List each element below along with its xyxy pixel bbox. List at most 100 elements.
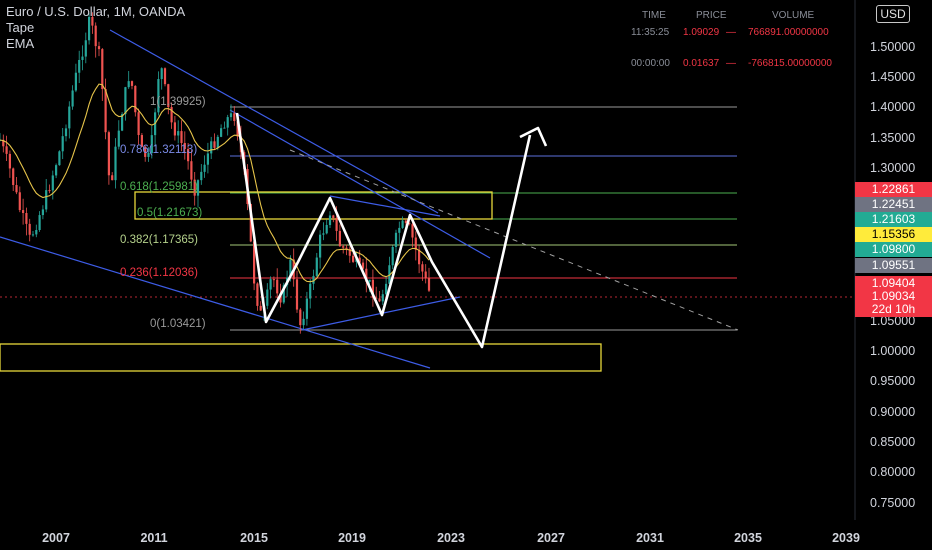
fib-label: 0.618(1.25981) [120,181,199,193]
candle-body [220,128,223,137]
symbol-title[interactable]: Euro / U.S. Dollar, 1M, OANDA [6,4,186,19]
candle-body [210,141,213,154]
price-axis-label: 1.30000 [870,161,916,175]
candle-body [104,89,107,133]
candle-body [2,139,5,147]
tape-row-arrow: — [726,27,736,38]
price-axis-label: 1.00000 [870,344,916,358]
candle-body [94,25,97,47]
price-axis-label: 1.45000 [870,70,916,84]
currency-button[interactable]: USD [876,5,910,23]
time-axis-label: 2039 [832,531,860,545]
time-axis-label: 2035 [734,531,762,545]
candle-body [48,190,51,192]
candle-body [253,241,256,284]
time-axis-label: 2007 [42,531,70,545]
candle-body [163,68,167,85]
projection-arrowhead [519,126,548,147]
candle-body [345,247,348,249]
price-axis-label: 1.35000 [870,131,916,145]
candle-body [319,234,322,258]
candle-body [5,146,8,154]
candle-body [124,87,127,115]
candle-body [309,283,312,299]
candle-body [236,121,239,137]
candle-body [358,257,361,263]
candle-body [378,298,381,302]
candle-body [167,84,170,108]
candle-body [35,229,38,235]
price-tag: 1.15356 [855,227,932,242]
tape-col-volume: VOLUME [772,10,815,21]
candle-body [233,113,236,122]
candle-body [206,153,209,165]
candle-body [276,279,279,294]
candle-body [150,135,153,154]
candle-body [226,117,229,128]
candle-body [338,230,341,247]
candle-body [414,237,417,250]
candle-body [107,132,110,176]
candle-body [299,309,302,326]
candle-body [385,283,388,295]
candle-body [127,81,130,88]
trend-line-channel [229,109,491,259]
candle-body [58,151,61,166]
price-tag: 1.22451 [855,197,932,212]
price-axis-label: 0.75000 [870,496,916,510]
candle-body [84,40,87,57]
candle-body [121,114,124,131]
candle-body [45,190,48,210]
candle-body [368,279,371,282]
candle-body [61,136,64,152]
indicator-ema-label[interactable]: EMA [6,36,35,51]
candle-body [256,283,259,306]
price-tag: 1.22861 [855,182,932,197]
price-axis-label: 1.50000 [870,40,916,54]
candle-body [101,49,104,90]
candle-body [404,220,407,223]
chart-legend: Euro / U.S. Dollar, 1M, OANDA Tape EMA [6,4,185,52]
candle-body [335,217,338,231]
candle-body [137,112,140,136]
candle-body [365,268,368,282]
tape-row-time: 00:00:00 [631,58,670,69]
candle-body [401,220,404,228]
candle-body [111,175,114,181]
last-price-tag: 1.09034 [855,289,932,304]
indicator-tape-label[interactable]: Tape [6,20,35,35]
tape-row-volume: -766815.00000000 [748,58,832,69]
candle-body [302,318,305,326]
fib-label: 0.5(1.21673) [137,207,203,219]
price-axis-label: 0.85000 [870,435,916,449]
candle-body [381,294,384,302]
trend-line-lower [0,236,431,369]
candle-body [328,215,332,225]
candle-body [375,297,378,299]
candle-body [134,85,137,113]
support-zone [0,343,602,372]
candle-body [140,135,143,147]
price-axis-label: 0.95000 [870,374,916,388]
candle-body [272,279,275,281]
tape-row-price: 0.01637 [683,58,720,69]
ema-line [0,83,430,283]
time-axis-label: 2011 [140,531,168,545]
time-axis-label: 2019 [338,531,366,545]
candle-body [325,224,328,234]
price-axis-label: 1.40000 [870,100,916,114]
candle-body [371,279,374,298]
price-axis-label: 1.05000 [870,314,916,328]
candle-body [200,171,203,181]
tape-row-time: 11:35:25 [631,27,670,38]
candle-body [229,113,233,118]
candle-body [18,192,21,211]
candle-body [391,246,394,266]
candle-body [170,107,173,123]
candle-body [269,279,272,290]
price-tag: 1.09800 [855,242,932,257]
candle-body [41,209,44,216]
candle-body [266,289,269,306]
candle-body [348,248,351,256]
